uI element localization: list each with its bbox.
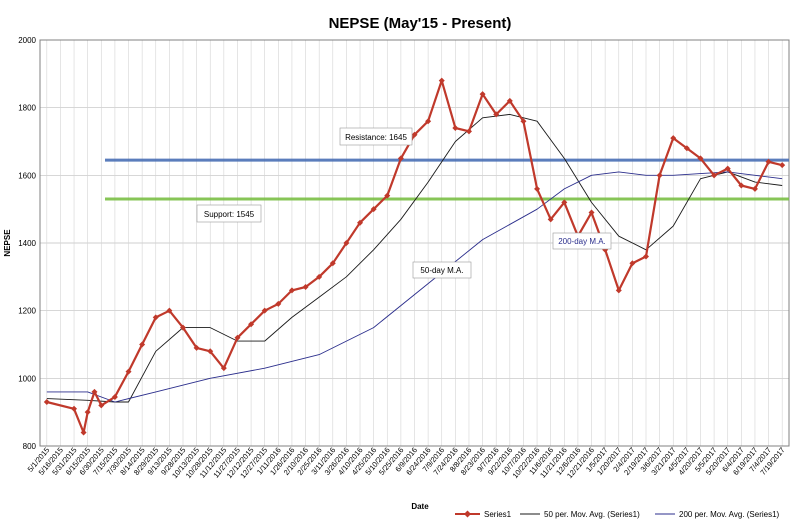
annotation-50day-text: 50-day M.A. [420, 266, 463, 275]
y-tick-label-6: 2000 [18, 36, 36, 45]
y-tick-label-1: 1000 [18, 374, 36, 383]
series1-point-4 [91, 388, 98, 395]
series1-point-1 [71, 405, 78, 412]
series1-point-17 [261, 307, 268, 314]
series1-point-51 [724, 165, 731, 172]
series1-point-2 [80, 429, 87, 436]
legend-series1-marker [464, 510, 471, 518]
series1-point-28 [411, 131, 418, 138]
legend-series1-label: Series1 [484, 510, 512, 519]
series1-point-39 [561, 199, 568, 206]
series1-point-6 [111, 393, 118, 400]
series1-point-37 [534, 185, 541, 192]
series-line-1 [46, 113, 783, 403]
series1-point-44 [629, 260, 636, 267]
series1-point-19 [288, 287, 295, 294]
series1-point-5 [98, 402, 105, 409]
y-tick-label-0: 800 [23, 442, 37, 451]
series1-point-32 [465, 128, 472, 135]
legend-ma200-label: 200 per. Mov. Avg. (Series1) [679, 510, 780, 519]
series1-point-35 [506, 97, 513, 104]
series1-point-12 [193, 344, 200, 351]
series1-point-45 [643, 253, 650, 260]
chart-title: NEPSE (May'15 - Present) [329, 15, 512, 32]
legend-ma50-label: 50 per. Mov. Avg. (Series1) [544, 510, 640, 519]
series1-point-34 [493, 111, 500, 118]
series1-point-47 [670, 135, 677, 142]
y-axis-label: NEPSE [3, 229, 12, 257]
series1-point-11 [179, 324, 186, 331]
series1-point-41 [588, 209, 595, 216]
reference-lines [105, 158, 789, 201]
series1-point-53 [751, 185, 758, 192]
series1-point-29 [425, 118, 432, 125]
series1-point-25 [370, 206, 377, 213]
x-axis-label: Date [411, 502, 429, 511]
annotation-50day: 50-day M.A. [412, 261, 472, 279]
series1-point-21 [316, 273, 323, 280]
series1-point-7 [125, 368, 132, 375]
series1-point-13 [207, 348, 214, 355]
series1-point-16 [248, 321, 255, 328]
series1-point-30 [438, 77, 445, 84]
legend: Series1 50 per. Mov. Avg. (Series1) 200 … [455, 510, 780, 519]
series1-point-55 [779, 162, 786, 169]
y-tick-label-5: 1800 [18, 104, 36, 113]
series1-point-54 [765, 158, 772, 165]
series1-point-14 [220, 365, 227, 372]
series1-point-46 [656, 172, 663, 179]
series1-point-24 [357, 219, 364, 226]
y-tick-label-3: 1400 [18, 239, 36, 248]
series1-point-38 [547, 216, 554, 223]
series1-point-26 [384, 192, 391, 199]
y-tick-label-4: 1600 [18, 171, 36, 180]
series1-point-31 [452, 124, 459, 131]
annotation-200day: 200-day M.A. [552, 232, 612, 250]
series1-point-48 [683, 145, 690, 152]
y-axis-ticks: 800 1000 1200 1400 1600 1800 2000 [18, 36, 36, 451]
plot-area-border [39, 39, 790, 447]
y-tick-label-2: 1200 [18, 307, 36, 316]
series-line-2 [46, 171, 783, 403]
series1-point-9 [152, 314, 159, 321]
series1-point-20 [302, 283, 309, 290]
series1-point-52 [738, 182, 745, 189]
annotation-support: Support: 1545 [196, 204, 262, 223]
series-line-0 [46, 79, 783, 434]
series1-point-15 [234, 334, 241, 341]
series1-point-18 [275, 300, 282, 307]
series1-point-43 [615, 287, 622, 294]
series1-point-10 [166, 307, 173, 314]
series1-point-22 [329, 260, 336, 267]
annotation-resistance: Resistance: 1645 [339, 127, 413, 146]
series1-point-36 [520, 118, 527, 125]
series1-point-50 [711, 172, 718, 179]
annotation-200day-text: 200-day M.A. [558, 237, 606, 246]
series1-point-49 [697, 155, 704, 162]
series1-point-23 [343, 240, 350, 246]
series1-point-0 [43, 399, 50, 406]
annotation-support-text: Support: 1545 [204, 210, 255, 219]
series1-point-27 [397, 155, 404, 162]
series1-point-8 [139, 341, 146, 348]
series1-point-33 [479, 91, 486, 98]
series1-point-3 [84, 409, 91, 416]
annotation-resistance-text: Resistance: 1645 [345, 133, 407, 142]
